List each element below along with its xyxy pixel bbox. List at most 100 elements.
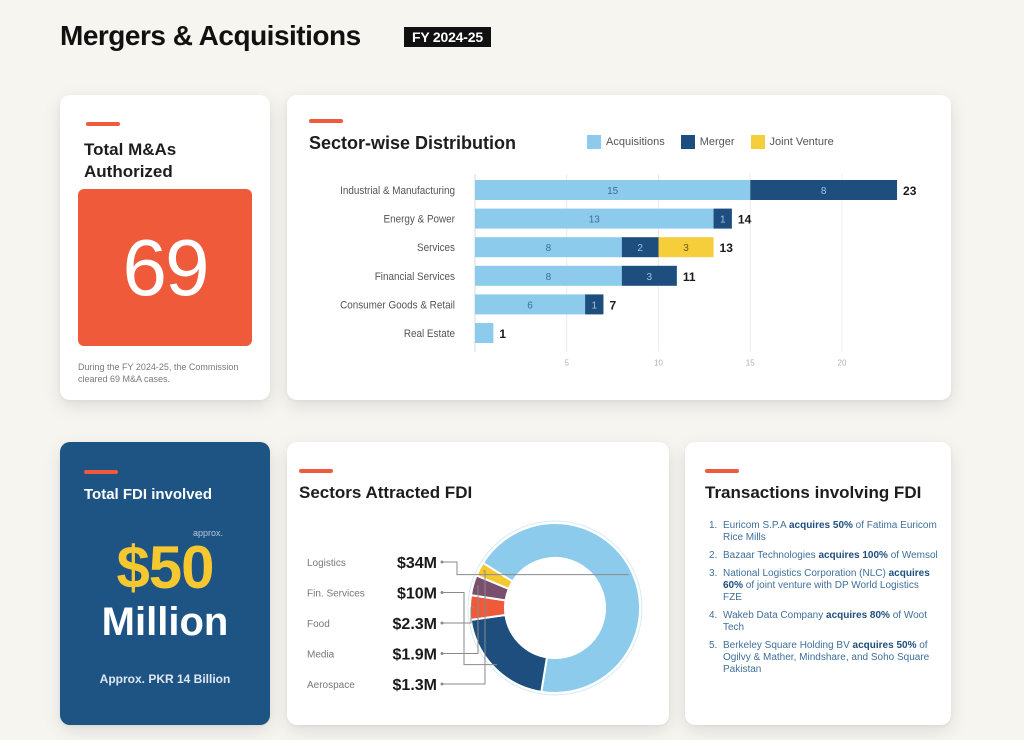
item-text-post: of Fatima Euricom Rice Mills <box>723 520 937 543</box>
item-text-post: of Ogilvy & Mather, Mindshare, and Soho … <box>723 640 930 675</box>
item-text-bold: acquires 100% <box>818 550 888 561</box>
category-label-consumer-goods-retail: Consumer Goods & Retail <box>340 300 455 312</box>
item-number: 1. <box>709 520 718 531</box>
bar-merger-energy-power <box>713 208 732 229</box>
item-text-pre: Bazaar Technologies <box>723 550 819 561</box>
donut-label-food: Food <box>307 619 330 630</box>
bar-value-label: 1 <box>591 300 597 311</box>
bar-acquisitions-real-estate <box>475 323 494 343</box>
bar-value-label: 8 <box>546 272 552 283</box>
bar-merger-financial-services <box>621 265 677 286</box>
category-label-services: Services <box>417 243 455 255</box>
donut-chart: Logistics $34M Fin. Services $10M Food $2.3M M… <box>307 520 643 696</box>
donut-slice-aerospace <box>475 561 514 591</box>
leader-line <box>442 585 479 654</box>
donut-label-media: Media <box>307 650 335 661</box>
total-value-box: 69 <box>78 189 252 346</box>
category-label-financial-services: Financial Services <box>375 271 455 283</box>
bar-value-label: 3 <box>683 243 689 254</box>
donut-value-logistics: $34M <box>397 555 437 572</box>
category-label-real-estate: Real Estate <box>404 329 455 341</box>
item-text-pre: Wakeb Data Company <box>723 610 827 621</box>
bar-total-label: 14 <box>738 213 752 227</box>
x-tick-label: 20 <box>838 359 847 368</box>
item-text-pre: Euricom S.P.A <box>723 520 789 531</box>
x-tick-label: 15 <box>746 359 755 368</box>
chart-legend: Acquisitions Merger Joint Venture <box>587 135 834 149</box>
donut-label-logistics: Logistics <box>307 558 346 569</box>
bar-total-label: 23 <box>903 184 917 198</box>
transactions-list: 1. Euricom S.P.A acquires 50% of Fatima … <box>709 520 939 682</box>
item-text: Berkeley Square Holding BV acquires 50% … <box>723 640 939 676</box>
bar-value-label: 3 <box>647 272 653 283</box>
transaction-item: 1. Euricom S.P.A acquires 50% of Fatima … <box>709 520 939 544</box>
leader-dot <box>440 560 444 564</box>
item-text: Bazaar Technologies acquires 100% of Wem… <box>723 550 938 562</box>
donut-outline <box>467 520 643 696</box>
bar-merger-industrial-manufacturing <box>750 180 898 200</box>
bar-total-label: 11 <box>683 270 696 284</box>
legend-item-acquisitions: Acquisitions <box>587 135 665 149</box>
leader-line <box>442 570 486 685</box>
fdi-unit: Million <box>101 600 229 644</box>
total-mas-card: Total M&As Authorized 69 During the FY 2… <box>60 95 270 400</box>
bar-value-label: 8 <box>821 186 827 197</box>
bar-merger-services <box>621 237 659 258</box>
bar-value-label: 13 <box>589 215 601 226</box>
item-text-pre: Berkeley Square Holding BV <box>723 640 853 651</box>
bar-acquisitions-energy-power <box>475 208 714 229</box>
leader-line <box>442 561 629 576</box>
bar-joint-venture-services <box>658 237 714 258</box>
item-number: 3. <box>709 568 718 579</box>
x-tick-label: 10 <box>654 359 663 368</box>
donut-value-food: $2.3M <box>393 616 437 633</box>
bar-value-label: 2 <box>637 243 643 254</box>
item-text-post: of Wemsol <box>887 550 938 561</box>
chart-title: Sector-wise Distribution <box>309 133 517 153</box>
accent-line <box>299 469 333 473</box>
card-title: Transactions involving FDI <box>705 483 922 502</box>
donut-label-fin-services: Fin. Services <box>307 589 365 600</box>
bar-acquisitions-services <box>475 237 622 258</box>
legend-label: Merger <box>699 136 735 148</box>
bar-merger-consumer-goods-retail <box>585 294 604 315</box>
item-text-bold: acquires 50% <box>852 640 917 651</box>
item-text: National Logistics Corporation (NLC) acq… <box>723 568 939 604</box>
leader-dot <box>440 621 444 625</box>
bar-value-label: 6 <box>527 300 533 311</box>
item-text-bold: acquires 60% <box>723 568 930 591</box>
legend-label: Joint Venture <box>769 136 834 148</box>
item-text: Euricom S.P.A acquires 50% of Fatima Eur… <box>723 520 939 544</box>
item-text-post: of joint venture with DP World Logistics… <box>723 580 919 603</box>
bar-value-label: 8 <box>546 243 552 254</box>
donut-value-fin-services: $10M <box>397 586 437 603</box>
item-number: 4. <box>709 610 718 621</box>
leader-dot <box>440 652 444 655</box>
sector-distribution-card: Sector-wise Distribution Acquisitions Me… <box>287 95 951 400</box>
legend-item-joint-venture: Joint Venture <box>750 135 834 149</box>
category-label-industrial-manufacturing: Industrial & Manufacturing <box>340 186 455 198</box>
item-number: 5. <box>709 640 718 651</box>
accent-line <box>86 122 120 126</box>
legend-label: Acquisitions <box>606 136 665 148</box>
card-title: Total FDI involved <box>84 486 213 503</box>
chart-title: Sectors Attracted FDI <box>299 483 473 502</box>
donut-value-media: $1.9M <box>393 647 437 664</box>
legend-item-merger: Merger <box>680 135 735 149</box>
transaction-item: 4. Wakeb Data Company acquires 80% of Wo… <box>709 610 939 634</box>
card-title: Total M&As Authorized <box>84 140 177 181</box>
legend-swatch <box>750 135 765 149</box>
transactions-card: Transactions involving FDI 1. Euricom S.… <box>685 442 951 725</box>
bar-acquisitions-industrial-manufacturing <box>475 180 751 200</box>
bar-total-label: 7 <box>609 298 616 312</box>
accent-line <box>705 469 739 473</box>
x-tick-label: 5 <box>565 359 570 368</box>
donut-label-aerospace: Aerospace <box>307 680 355 691</box>
leader-dot <box>440 682 444 686</box>
item-text-bold: acquires 80% <box>826 610 890 621</box>
donut-slice-fin-services <box>469 613 549 694</box>
total-value: 69 <box>122 222 210 312</box>
leader-line <box>442 592 498 666</box>
item-text-pre: National Logistics Corporation (NLC) <box>723 568 889 579</box>
